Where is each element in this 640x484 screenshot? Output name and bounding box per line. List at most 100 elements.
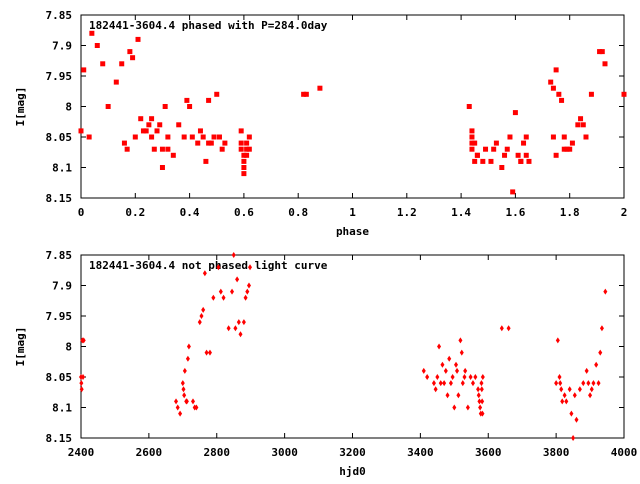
- chart2-data-point: [571, 435, 576, 441]
- chart1-x-tick-label: 1.2: [397, 206, 417, 219]
- chart1-data-point: [301, 91, 307, 97]
- chart1-y-tick-label: 8: [65, 101, 72, 114]
- chart1-data-point: [559, 97, 565, 103]
- chart2-y-tick-label: 7.85: [46, 249, 73, 262]
- chart2-y-tick-label: 7.95: [46, 310, 73, 323]
- chart1-data-point: [550, 85, 556, 91]
- chart2-data-point: [598, 349, 603, 356]
- chart2-data-point: [248, 264, 253, 271]
- chart1-data-point: [472, 158, 478, 164]
- chart1-data-point: [222, 140, 228, 146]
- chart2-data-point: [555, 337, 560, 344]
- chart1-data-point: [469, 146, 475, 152]
- chart2-data-point: [190, 398, 195, 405]
- chart1-data-point: [244, 152, 250, 158]
- chart1-data-point: [149, 116, 155, 122]
- chart1-data-point: [238, 128, 244, 134]
- chart2-data-point: [479, 386, 484, 393]
- chart1-data-point: [561, 146, 567, 152]
- chart1-data-point: [556, 91, 562, 97]
- chart1-data-point: [246, 146, 252, 152]
- chart1-data-point: [206, 97, 212, 103]
- chart1-data-point: [184, 97, 190, 103]
- chart1-data-point: [472, 140, 478, 146]
- chart2-data-point: [245, 288, 250, 295]
- chart1-data-point: [214, 91, 220, 97]
- chart2-data-point: [477, 398, 482, 405]
- chart2-data-point: [567, 386, 572, 393]
- chart1-data-point: [526, 158, 532, 164]
- chart2-data-point: [435, 374, 440, 380]
- chart2-data-point: [431, 380, 436, 387]
- chart1-data-point: [162, 104, 168, 109]
- chart1-data-point: [583, 134, 589, 140]
- chart2-data-point: [440, 361, 445, 368]
- chart1-data-point: [138, 116, 144, 122]
- chart1-data-point: [567, 146, 573, 152]
- chart1-x-tick-label: 0.2: [125, 206, 145, 219]
- chart1-data-point: [159, 146, 165, 152]
- chart1-data-point: [181, 134, 187, 140]
- chart2-data-point: [596, 380, 601, 387]
- chart2-data-point: [204, 349, 209, 356]
- chart1-data-point: [553, 152, 559, 158]
- chart1-data-point: [157, 122, 163, 128]
- chart1-data-point: [140, 128, 146, 134]
- chart2-data-point: [437, 343, 442, 350]
- chart1-data-point: [216, 134, 222, 140]
- chart1-x-tick-label: 1.4: [451, 206, 471, 219]
- chart2-data-point: [185, 355, 190, 362]
- chart1-data-point: [241, 152, 247, 158]
- chart1-data-point: [469, 128, 475, 134]
- chart1-data-point: [510, 189, 516, 195]
- chart2-data-point: [560, 398, 565, 405]
- chart1-data-point: [241, 165, 247, 170]
- chart2-x-tick-label: 3800: [543, 446, 570, 459]
- chart2-data-point: [562, 392, 567, 399]
- chart2-x-tick-label: 3000: [271, 446, 298, 459]
- chart1-data-point: [512, 110, 518, 116]
- chart1-data-point: [575, 122, 581, 128]
- chart1-data-point: [132, 134, 138, 140]
- chart2-y-tick-label: 8: [65, 341, 72, 354]
- chart2-data-point: [452, 404, 457, 411]
- chart2-data-point: [199, 313, 204, 319]
- chart2-data-point: [499, 325, 504, 332]
- chart1-data-point: [238, 146, 244, 152]
- chart1-data-point: [105, 104, 111, 109]
- chart2-data-point: [235, 276, 240, 283]
- chart1-data-point: [200, 134, 206, 140]
- chart1-data-point: [515, 152, 521, 158]
- chart1-data-point: [499, 165, 505, 170]
- chart1-x-tick-label: 0.8: [288, 206, 308, 219]
- chart1-data-point: [176, 122, 182, 128]
- chart2-data-point: [442, 380, 447, 387]
- chart2-x-axis-label: hjd0: [339, 465, 366, 478]
- chart1-data-point: [100, 61, 106, 67]
- chart2-data-point: [574, 416, 579, 423]
- chart1-data-point: [564, 146, 570, 152]
- chart2-data-point: [178, 410, 183, 417]
- chart1-data-point: [502, 152, 508, 158]
- chart1-data-point: [86, 134, 92, 140]
- chart1-data-point: [146, 122, 152, 128]
- chart2-data-point: [421, 367, 426, 374]
- chart1-data-point: [89, 30, 95, 36]
- chart1-data-point: [303, 91, 309, 97]
- chart2-data-point: [456, 392, 461, 399]
- chart2-data-point: [184, 398, 189, 405]
- chart1-x-tick-label: 0: [78, 206, 85, 219]
- chart2-x-tick-label: 2400: [68, 446, 95, 459]
- chart2-data-point: [241, 319, 246, 326]
- chart2-data-point: [460, 380, 465, 387]
- chart1-data-point: [588, 91, 594, 97]
- chart1-x-axis-label: phase: [336, 225, 369, 238]
- chart2-data-point: [603, 288, 608, 295]
- chart1-data-point: [130, 55, 136, 61]
- chart2-data-point: [480, 410, 485, 417]
- chart2-data-point: [202, 270, 207, 277]
- chart1-data-point: [119, 61, 125, 67]
- chart1-data-point: [78, 128, 84, 134]
